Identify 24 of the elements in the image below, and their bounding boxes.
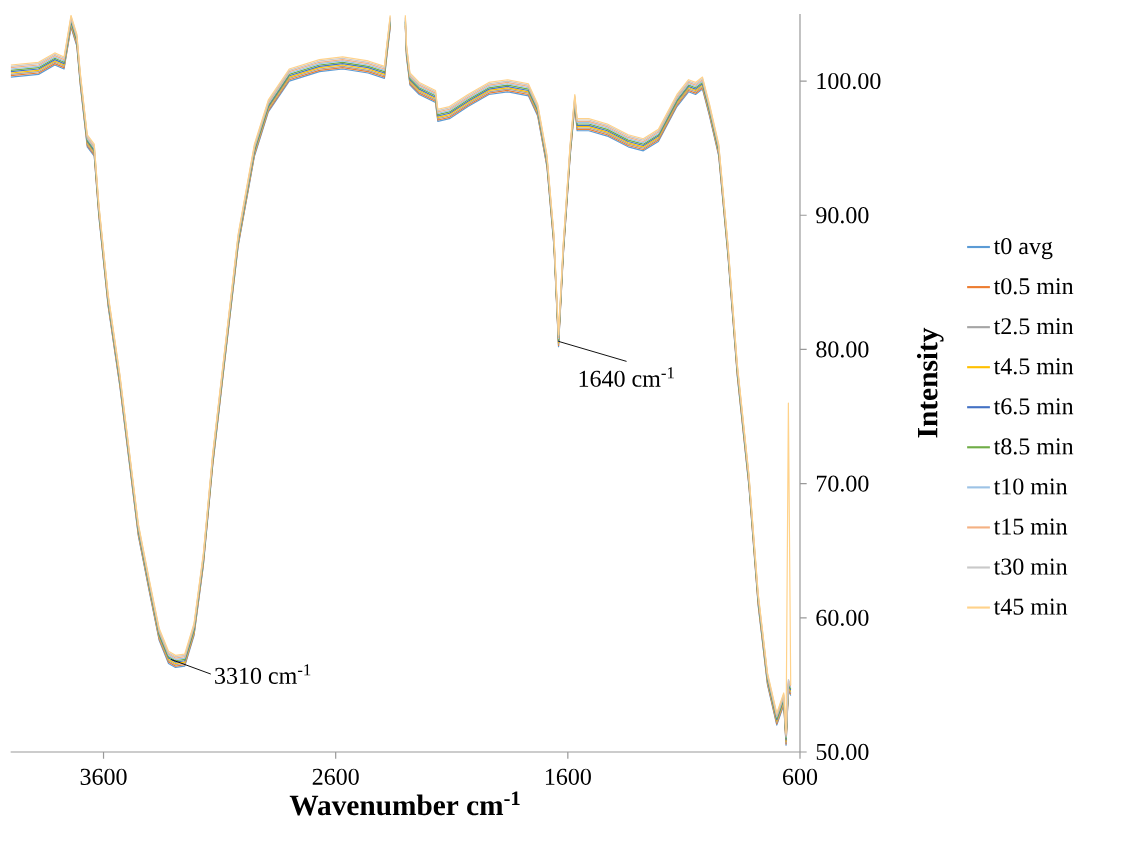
legend-label: t0 avg: [993, 238, 1053, 260]
x-tick-label: 3600: [80, 768, 127, 785]
legend-label: t0.5 min: [993, 278, 1074, 295]
legend-label: t4.5 min: [993, 358, 1074, 375]
x-axis-title: Wavenumber cm$^{-1}$: [289, 791, 520, 816]
annotation: 1640 cm$^{-1}$: [579, 367, 674, 387]
x-tick-label: 600: [783, 768, 818, 785]
y-tick-label: 50.00: [816, 743, 869, 761]
y-tick-label: 90.00: [816, 207, 869, 224]
legend-label: t45 min: [993, 598, 1068, 615]
legend-label: t8.5 min: [993, 438, 1074, 455]
y-tick-label: 80.00: [816, 341, 869, 358]
legend-label: t10 min: [993, 478, 1068, 495]
y-tick-label: 100.00: [817, 72, 881, 90]
legend-label: t15 min: [993, 518, 1068, 535]
legend-label: t6.5 min: [993, 398, 1074, 415]
x-tick-label: 1600: [545, 768, 591, 785]
y-tick-label: 70.00: [816, 475, 869, 492]
y-axis-title: Intensity: [916, 327, 944, 438]
annotation: 3310 cm$^{-1}$: [215, 664, 311, 684]
y-tick-label: 60.00: [816, 609, 869, 626]
legend-label: t30 min: [993, 558, 1068, 575]
legend-label: t2.5 min: [993, 318, 1074, 335]
x-tick-label: 2600: [312, 768, 359, 785]
